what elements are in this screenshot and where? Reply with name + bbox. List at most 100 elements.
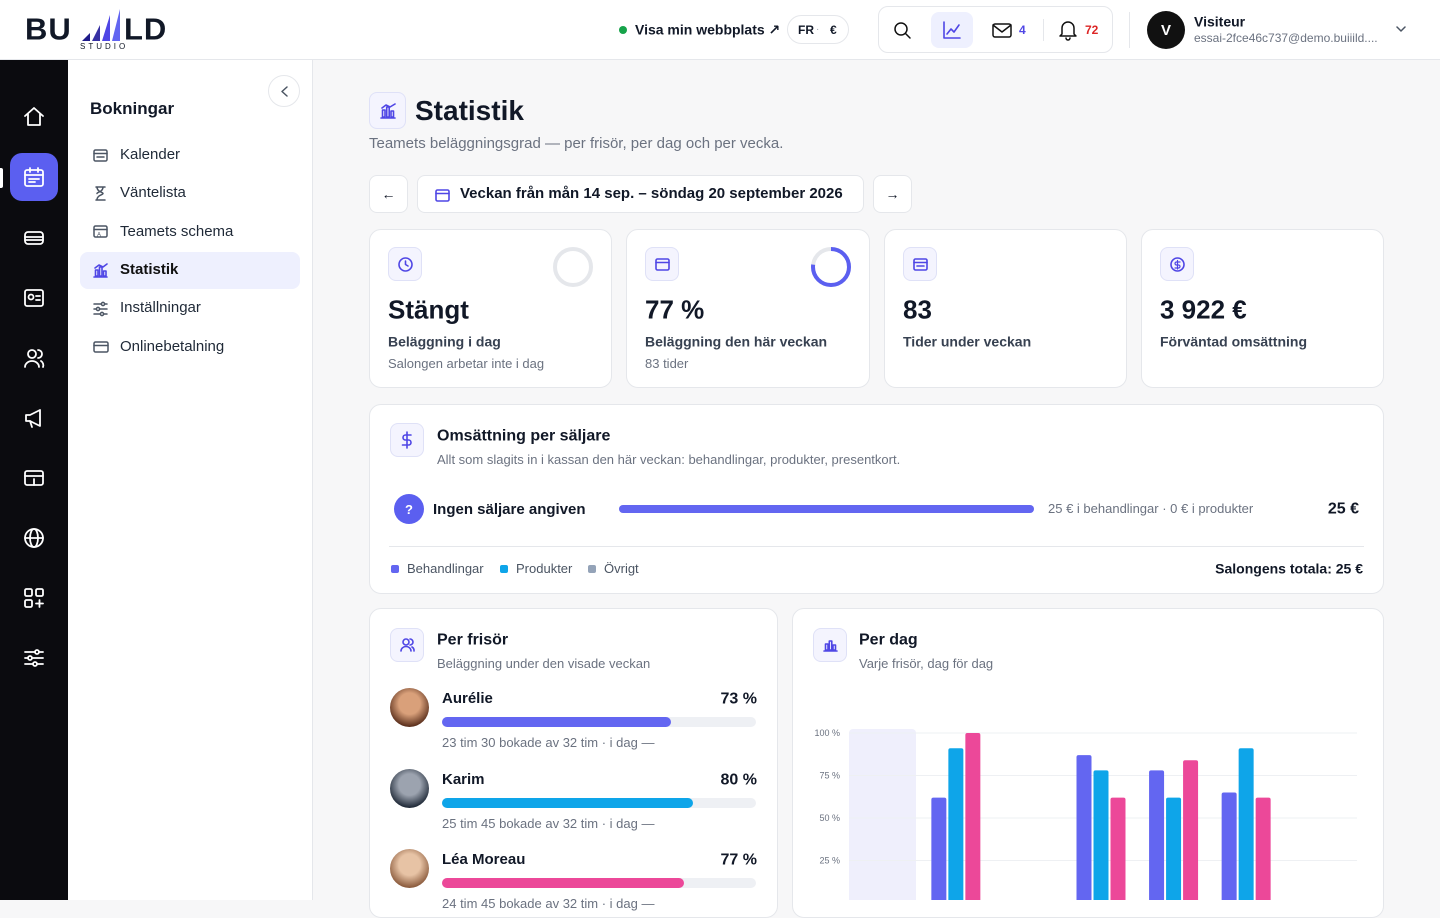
staff-icon	[390, 628, 424, 662]
user-chevron[interactable]	[1396, 26, 1406, 32]
lang-pill[interactable]: FR · €	[787, 15, 849, 44]
staff-bar	[442, 878, 684, 888]
kpi-icon	[1160, 247, 1194, 281]
kpi-card: Stängt Beläggning i dag Salongen arbetar…	[369, 229, 612, 388]
staff-bar	[442, 717, 672, 727]
home[interactable]	[24, 107, 44, 126]
kpi-note: 83 tider	[645, 356, 689, 372]
svg-text:A: A	[97, 233, 101, 239]
active-marker	[0, 168, 3, 188]
day-title: Per dag	[859, 631, 918, 649]
active-rail-item	[10, 153, 58, 201]
today-highlight	[849, 729, 916, 900]
day-icon	[813, 628, 847, 662]
website[interactable]	[24, 528, 44, 548]
revenue-title: Omsättning per säljare	[437, 427, 611, 445]
grand-total: Salongens totala: 25 €	[1215, 560, 1363, 577]
staff-track	[442, 878, 756, 888]
staff-subtitle: Beläggning under den visade veckan	[437, 656, 651, 672]
ring	[811, 247, 851, 287]
checkout[interactable]	[24, 470, 44, 486]
kpi-icon	[388, 247, 422, 281]
logo-left: BU	[25, 11, 72, 47]
rail-icons	[24, 107, 45, 667]
subnav-item[interactable]: Kalender	[120, 146, 181, 163]
search-icon[interactable]	[893, 21, 911, 39]
bar	[1166, 797, 1182, 900]
mail-icon[interactable]	[992, 23, 1012, 38]
subnav-item[interactable]: Statistik	[120, 261, 179, 278]
active-item	[80, 252, 300, 289]
clients[interactable]	[24, 289, 44, 307]
kpi-card: 83 Tider under veckan	[884, 229, 1127, 388]
bar	[1110, 797, 1126, 900]
site-link[interactable]: Visa min webbplats ↗	[635, 21, 781, 38]
services[interactable]	[24, 231, 44, 245]
day-subtitle: Varje frisör, dag för dag	[859, 656, 994, 672]
staff-detail: 23 tim 30 bokade av 32 tim · i dag —	[442, 735, 655, 751]
bar	[1149, 770, 1165, 900]
title-icon	[369, 92, 406, 129]
subnav-title: Bokningar	[90, 98, 175, 118]
divider	[1043, 19, 1044, 41]
toolbar: 4 72	[878, 6, 1113, 53]
bar	[1255, 797, 1271, 900]
prev-week[interactable]: ←	[369, 175, 408, 213]
status-dot	[619, 26, 627, 34]
user-email: essai-2fce46c737@demo.buiiild....	[1194, 30, 1378, 45]
subnav-item[interactable]: Inställningar	[120, 299, 201, 316]
collapse-button[interactable]	[268, 75, 300, 107]
seller-name: Ingen säljare angiven	[433, 501, 586, 518]
sep: ·	[816, 24, 820, 35]
bar	[948, 748, 964, 900]
subnav-icons: A	[93, 149, 109, 353]
staff-detail: 25 tim 45 bokade av 32 tim · i dag —	[442, 815, 655, 831]
apps[interactable]	[24, 588, 44, 608]
bell-icon[interactable]	[1059, 20, 1077, 41]
subnav-item[interactable]: Teamets schema	[120, 223, 234, 240]
legend-swatch	[391, 565, 399, 573]
user-avatar[interactable]: V	[1147, 11, 1185, 49]
staff-list: Aurélie 73 % 23 tim 30 bokade av 32 tim · …	[369, 608, 778, 911]
kpi-label: Förväntad omsättning	[1160, 333, 1308, 350]
staff-avatar	[390, 688, 429, 727]
marketing[interactable]	[25, 409, 41, 428]
stats-btn[interactable]	[931, 12, 973, 48]
subnav-item[interactable]: Väntelista	[120, 184, 186, 201]
seller-bar	[619, 505, 1034, 513]
kpi-icon	[903, 247, 937, 281]
staff-name: Karim	[442, 770, 485, 788]
kpi-label: Beläggning i dag	[388, 333, 501, 350]
mail-count: 4	[1019, 22, 1026, 37]
divider	[389, 546, 1364, 547]
subnav-item[interactable]: Onlinebetalning	[120, 338, 225, 355]
next-week[interactable]: →	[873, 175, 912, 213]
staff-name: Aurélie	[442, 690, 493, 707]
user-name: Visiteur	[1194, 13, 1246, 30]
logo-right: LD	[124, 11, 168, 47]
seller-detail: 25 € i behandlingar · 0 € i produkter	[1048, 501, 1254, 517]
calendar[interactable]	[24, 167, 44, 187]
week-label: Veckan från mån 14 sep. – söndag 20 sept…	[460, 185, 843, 202]
bar	[1183, 760, 1199, 900]
y-tick-label: 100 %	[814, 728, 840, 738]
bar	[931, 797, 947, 900]
ring-value	[811, 247, 851, 287]
y-tick-label: 25 %	[819, 856, 840, 866]
week-picker[interactable]: Veckan från mån 14 sep. – söndag 20 sept…	[417, 175, 864, 213]
revenue-subtitle: Allt som slagits in i kassan den här vec…	[437, 452, 901, 468]
staff-avatar	[390, 768, 429, 808]
seller-avatar: ?	[394, 494, 424, 524]
week-icon	[435, 189, 450, 202]
revenue-card: Omsättning per säljare Allt som slagits …	[369, 404, 1384, 594]
legend-label: Övrigt	[604, 561, 639, 577]
kpi-value: 77 %	[645, 294, 705, 325]
settings[interactable]	[24, 649, 44, 667]
team[interactable]	[24, 349, 45, 368]
subnav: Bokningar A Kalender Väntelista Teamets …	[68, 60, 313, 900]
page-subtitle: Teamets beläggningsgrad — per frisör, pe…	[369, 135, 784, 152]
ring-track	[553, 247, 593, 287]
kpi-value: 3 922 €	[1160, 294, 1247, 325]
